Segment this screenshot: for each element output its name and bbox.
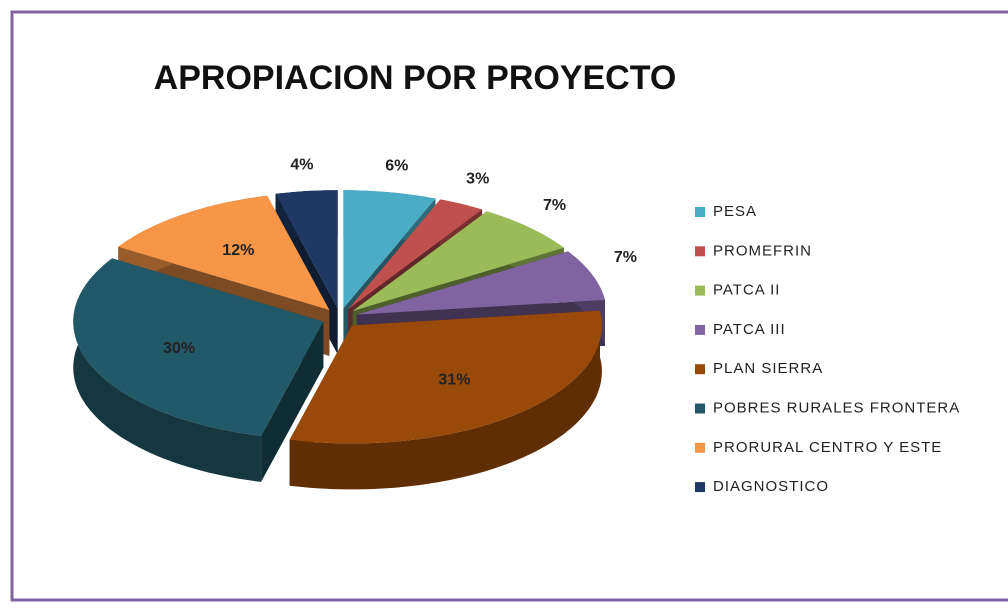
legend-label: PATCA II	[713, 282, 780, 299]
slice-side	[289, 310, 602, 490]
pie: 6% 3% 7% 7% 31% 30% 12% 4%	[73, 156, 637, 490]
slice	[73, 258, 324, 436]
value-label: 7%	[543, 197, 566, 214]
legend-label: DIAGNOSTICO	[713, 478, 829, 495]
legend-swatch	[695, 285, 705, 296]
value-label: 31%	[438, 372, 470, 389]
slice	[118, 195, 330, 310]
slice	[289, 310, 602, 444]
legend-swatch	[695, 403, 705, 414]
legend-label: PLAN SIERRA	[713, 360, 823, 377]
legend: PESA PROMEFRIN PATCA II PATCA III PLAN SIERR…	[695, 203, 960, 495]
legend-swatch	[695, 207, 705, 217]
legend-label: PRORURAL CENTRO Y ESTE	[713, 439, 942, 456]
slice	[356, 251, 605, 315]
value-label: 3%	[466, 171, 489, 188]
chart-title: APROPIACION POR PROYECTO	[154, 59, 677, 97]
slice	[343, 190, 436, 309]
legend-label: POBRES RURALES FRONTERA	[713, 399, 960, 416]
slice	[352, 211, 564, 311]
legend-swatch	[695, 482, 705, 493]
value-label: 4%	[290, 156, 313, 173]
legend-label: PROMEFRIN	[713, 242, 812, 259]
slice	[348, 199, 483, 310]
value-label: 12%	[222, 242, 254, 259]
slice	[275, 190, 338, 309]
value-label: 7%	[614, 249, 637, 266]
value-label: 6%	[385, 158, 408, 175]
legend-swatch	[695, 442, 705, 453]
value-label: 30%	[163, 340, 195, 357]
legend-swatch	[695, 246, 705, 257]
legend-swatch	[695, 364, 705, 375]
legend-label: PATCA III	[713, 321, 786, 338]
legend-swatch	[695, 324, 705, 335]
slice-side	[73, 258, 262, 482]
legend-label: PESA	[713, 203, 757, 220]
